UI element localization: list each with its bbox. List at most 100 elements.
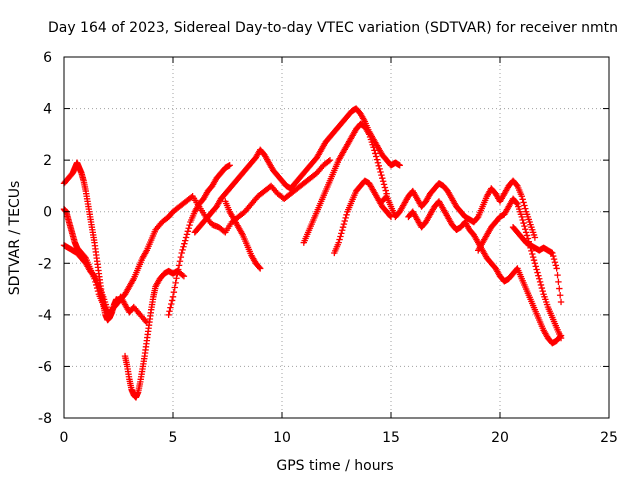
x-tick-label: 10: [273, 430, 291, 446]
data-point: [520, 199, 527, 206]
x-tick-label: 20: [491, 430, 509, 446]
series-arc-12: [475, 195, 565, 342]
data-point: [175, 266, 182, 273]
data-point: [551, 259, 559, 266]
data-point: [521, 222, 528, 230]
data-point: [343, 211, 350, 219]
series-arc-4: [121, 267, 188, 401]
data-point: [226, 162, 233, 169]
x-axis-label: GPS time / hours: [276, 458, 393, 474]
x-tick-label: 15: [382, 430, 400, 446]
tick-labels: 0 5 10 15 20 25 -8 -6 -4 -2 0 2 4 6: [38, 50, 618, 446]
data-point: [336, 236, 343, 243]
series-arc-9: [331, 177, 395, 257]
data-point: [338, 230, 345, 237]
data-point: [529, 250, 536, 258]
data-point: [522, 205, 529, 212]
data-point: [382, 187, 389, 194]
data-point: [342, 214, 349, 222]
data-point: [326, 156, 334, 164]
data-point: [374, 159, 382, 166]
data-point: [550, 255, 558, 263]
data-point: [177, 253, 185, 261]
data-point: [386, 212, 394, 220]
data-point: [372, 153, 380, 160]
data-point: [172, 279, 179, 287]
data-point: [170, 288, 178, 296]
data-point: [183, 231, 191, 238]
data-point: [379, 178, 387, 185]
plot-frame: [63, 56, 610, 419]
data-point: [556, 285, 563, 292]
data-point: [555, 278, 562, 286]
y-tick-label: -2: [38, 256, 52, 272]
data-point: [173, 275, 180, 282]
data-point: [549, 249, 556, 257]
data-point: [520, 219, 527, 227]
x-tick-label: 5: [169, 430, 178, 446]
data-point: [377, 168, 384, 176]
data-point: [557, 334, 565, 342]
data-point: [538, 284, 546, 292]
series-layer: [60, 105, 565, 401]
data-point: [536, 275, 543, 282]
data-point: [531, 234, 539, 241]
data-point: [371, 147, 378, 154]
data-point: [335, 239, 342, 246]
data-point: [553, 265, 560, 272]
data-point: [375, 162, 382, 170]
data-point: [340, 220, 348, 228]
data-point: [256, 264, 263, 271]
y-tick-label: -6: [38, 359, 52, 375]
chart-title: Day 164 of 2023, Sidereal Day-to-day VTE…: [48, 20, 618, 36]
data-point: [539, 287, 546, 295]
data-point: [165, 311, 172, 319]
data-point: [325, 157, 332, 165]
data-point: [104, 306, 111, 313]
data-point: [533, 266, 540, 273]
data-point: [522, 229, 530, 236]
y-tick-label: 4: [43, 102, 52, 118]
data-point: [519, 196, 526, 203]
data-point: [174, 270, 181, 277]
y-tick-label: -8: [38, 411, 52, 427]
data-point: [518, 213, 525, 221]
y-axis-label: SDTVAR / TECUs: [7, 181, 23, 296]
data-point: [549, 252, 557, 260]
data-point: [536, 278, 544, 286]
data-point: [176, 258, 184, 265]
series-arc-3: [60, 242, 111, 313]
data-point: [370, 144, 377, 151]
data-point: [166, 308, 173, 315]
data-point: [337, 233, 344, 240]
data-point: [257, 265, 264, 272]
y-tick-label: 0: [43, 205, 52, 221]
data-point: [179, 246, 186, 254]
data-point: [380, 181, 388, 188]
data-point: [378, 171, 385, 179]
data-point: [530, 256, 538, 264]
data-point: [178, 249, 185, 257]
data-point: [513, 199, 520, 207]
data-point: [338, 227, 346, 234]
data-point: [175, 262, 183, 269]
data-point: [179, 271, 186, 279]
series-arc-8: [300, 120, 390, 246]
data-point: [379, 174, 386, 182]
data-point: [519, 216, 526, 224]
data-point: [523, 232, 531, 239]
data-point: [184, 228, 192, 235]
data-point: [341, 217, 348, 225]
data-point: [180, 243, 187, 250]
data-point: [182, 237, 189, 244]
data-point: [181, 240, 188, 247]
series-arc-13: [509, 223, 565, 306]
data-point: [376, 165, 383, 173]
data-point: [518, 193, 525, 200]
data-point: [182, 234, 190, 241]
data-point: [529, 253, 537, 261]
data-point: [168, 297, 176, 304]
data-point: [168, 300, 175, 308]
x-tick-label: 0: [60, 430, 69, 446]
